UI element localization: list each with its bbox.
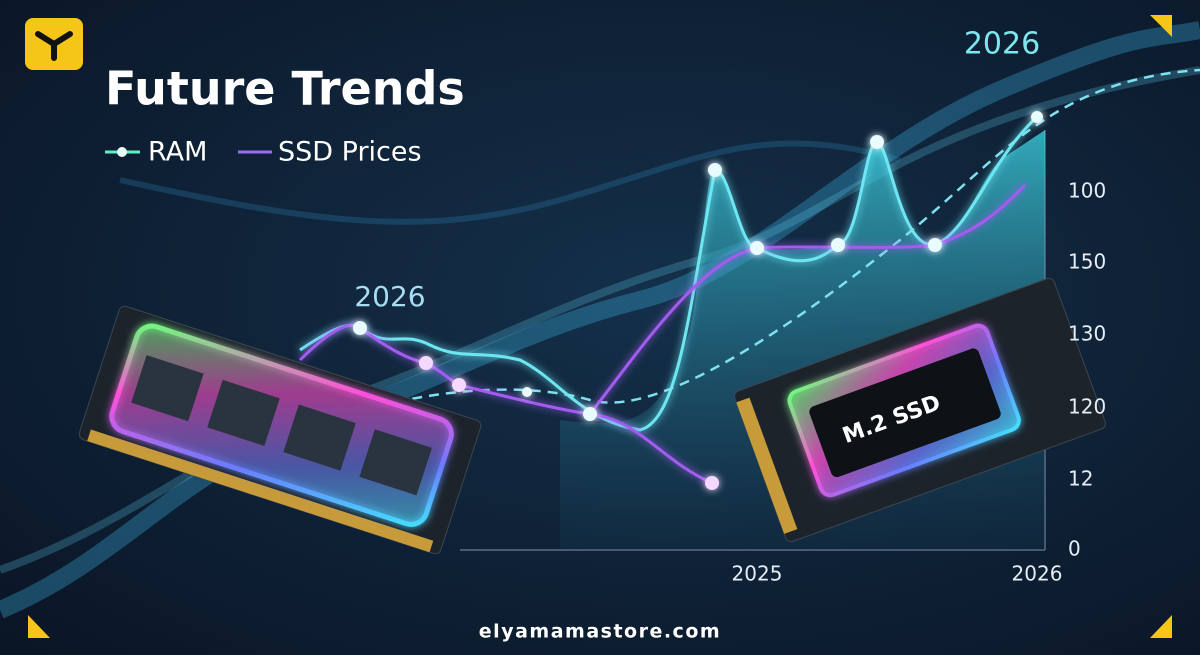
markers bbox=[353, 111, 1043, 490]
annotation: 2026 bbox=[964, 27, 1040, 62]
marker bbox=[583, 407, 597, 421]
marker bbox=[928, 238, 942, 252]
y-axis-label: 120 bbox=[1068, 395, 1106, 419]
legend-label: SSD Prices bbox=[278, 137, 422, 168]
corner bbox=[1150, 615, 1172, 638]
y-axis-label: 130 bbox=[1068, 322, 1106, 346]
marker bbox=[750, 241, 764, 255]
ram-pins bbox=[87, 429, 434, 553]
ram-chip bbox=[283, 404, 356, 471]
ram-chip bbox=[207, 379, 280, 446]
marker bbox=[353, 321, 367, 335]
ssd-label-plate bbox=[809, 348, 1001, 478]
ram-chip bbox=[131, 355, 204, 422]
marker bbox=[522, 387, 532, 397]
y-axis-label: 12 bbox=[1068, 467, 1093, 491]
marker bbox=[708, 163, 722, 177]
corner bbox=[28, 615, 50, 638]
marker bbox=[870, 135, 884, 149]
wave bbox=[119, 140, 901, 225]
ram-chip bbox=[359, 429, 432, 496]
legend-dot bbox=[117, 147, 127, 157]
footer: elyamamastore.com bbox=[479, 621, 721, 643]
marker bbox=[452, 378, 466, 392]
annotation: 2026 bbox=[354, 280, 425, 313]
corner bbox=[1150, 15, 1172, 37]
x-axis-label: 2026 bbox=[1012, 562, 1063, 586]
marker bbox=[419, 356, 433, 370]
y-axis-label: 0 bbox=[1068, 537, 1081, 561]
ssd-module: M.2 SSD bbox=[734, 277, 1106, 543]
wave bbox=[0, 21, 1200, 619]
marker bbox=[705, 476, 719, 490]
marker bbox=[831, 238, 845, 252]
logo-mark bbox=[35, 31, 73, 61]
marker bbox=[1031, 111, 1043, 123]
ram-module bbox=[78, 305, 482, 555]
x-axis-label: 2025 bbox=[732, 562, 783, 586]
y-axis-label: 100 bbox=[1068, 179, 1106, 203]
legend-label: RAM bbox=[148, 137, 207, 168]
ssd-pins bbox=[736, 397, 798, 534]
wave bbox=[0, 66, 1200, 574]
title: Future Trends bbox=[105, 62, 465, 116]
y-axis-label: 150 bbox=[1068, 250, 1106, 274]
